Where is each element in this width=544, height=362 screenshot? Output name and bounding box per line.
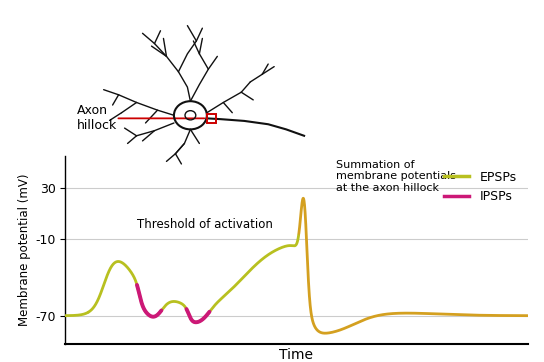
Text: Axon
hillock: Axon hillock: [77, 104, 117, 132]
Text: Summation of
membrane potentials
at the axon hillock: Summation of membrane potentials at the …: [336, 160, 456, 193]
Bar: [207, 114, 215, 123]
Y-axis label: Membrane potential (mV): Membrane potential (mV): [18, 173, 31, 326]
Text: Time: Time: [280, 348, 313, 362]
Legend: EPSPs, IPSPs: EPSPs, IPSPs: [440, 166, 522, 208]
Text: Threshold of activation: Threshold of activation: [137, 218, 273, 231]
